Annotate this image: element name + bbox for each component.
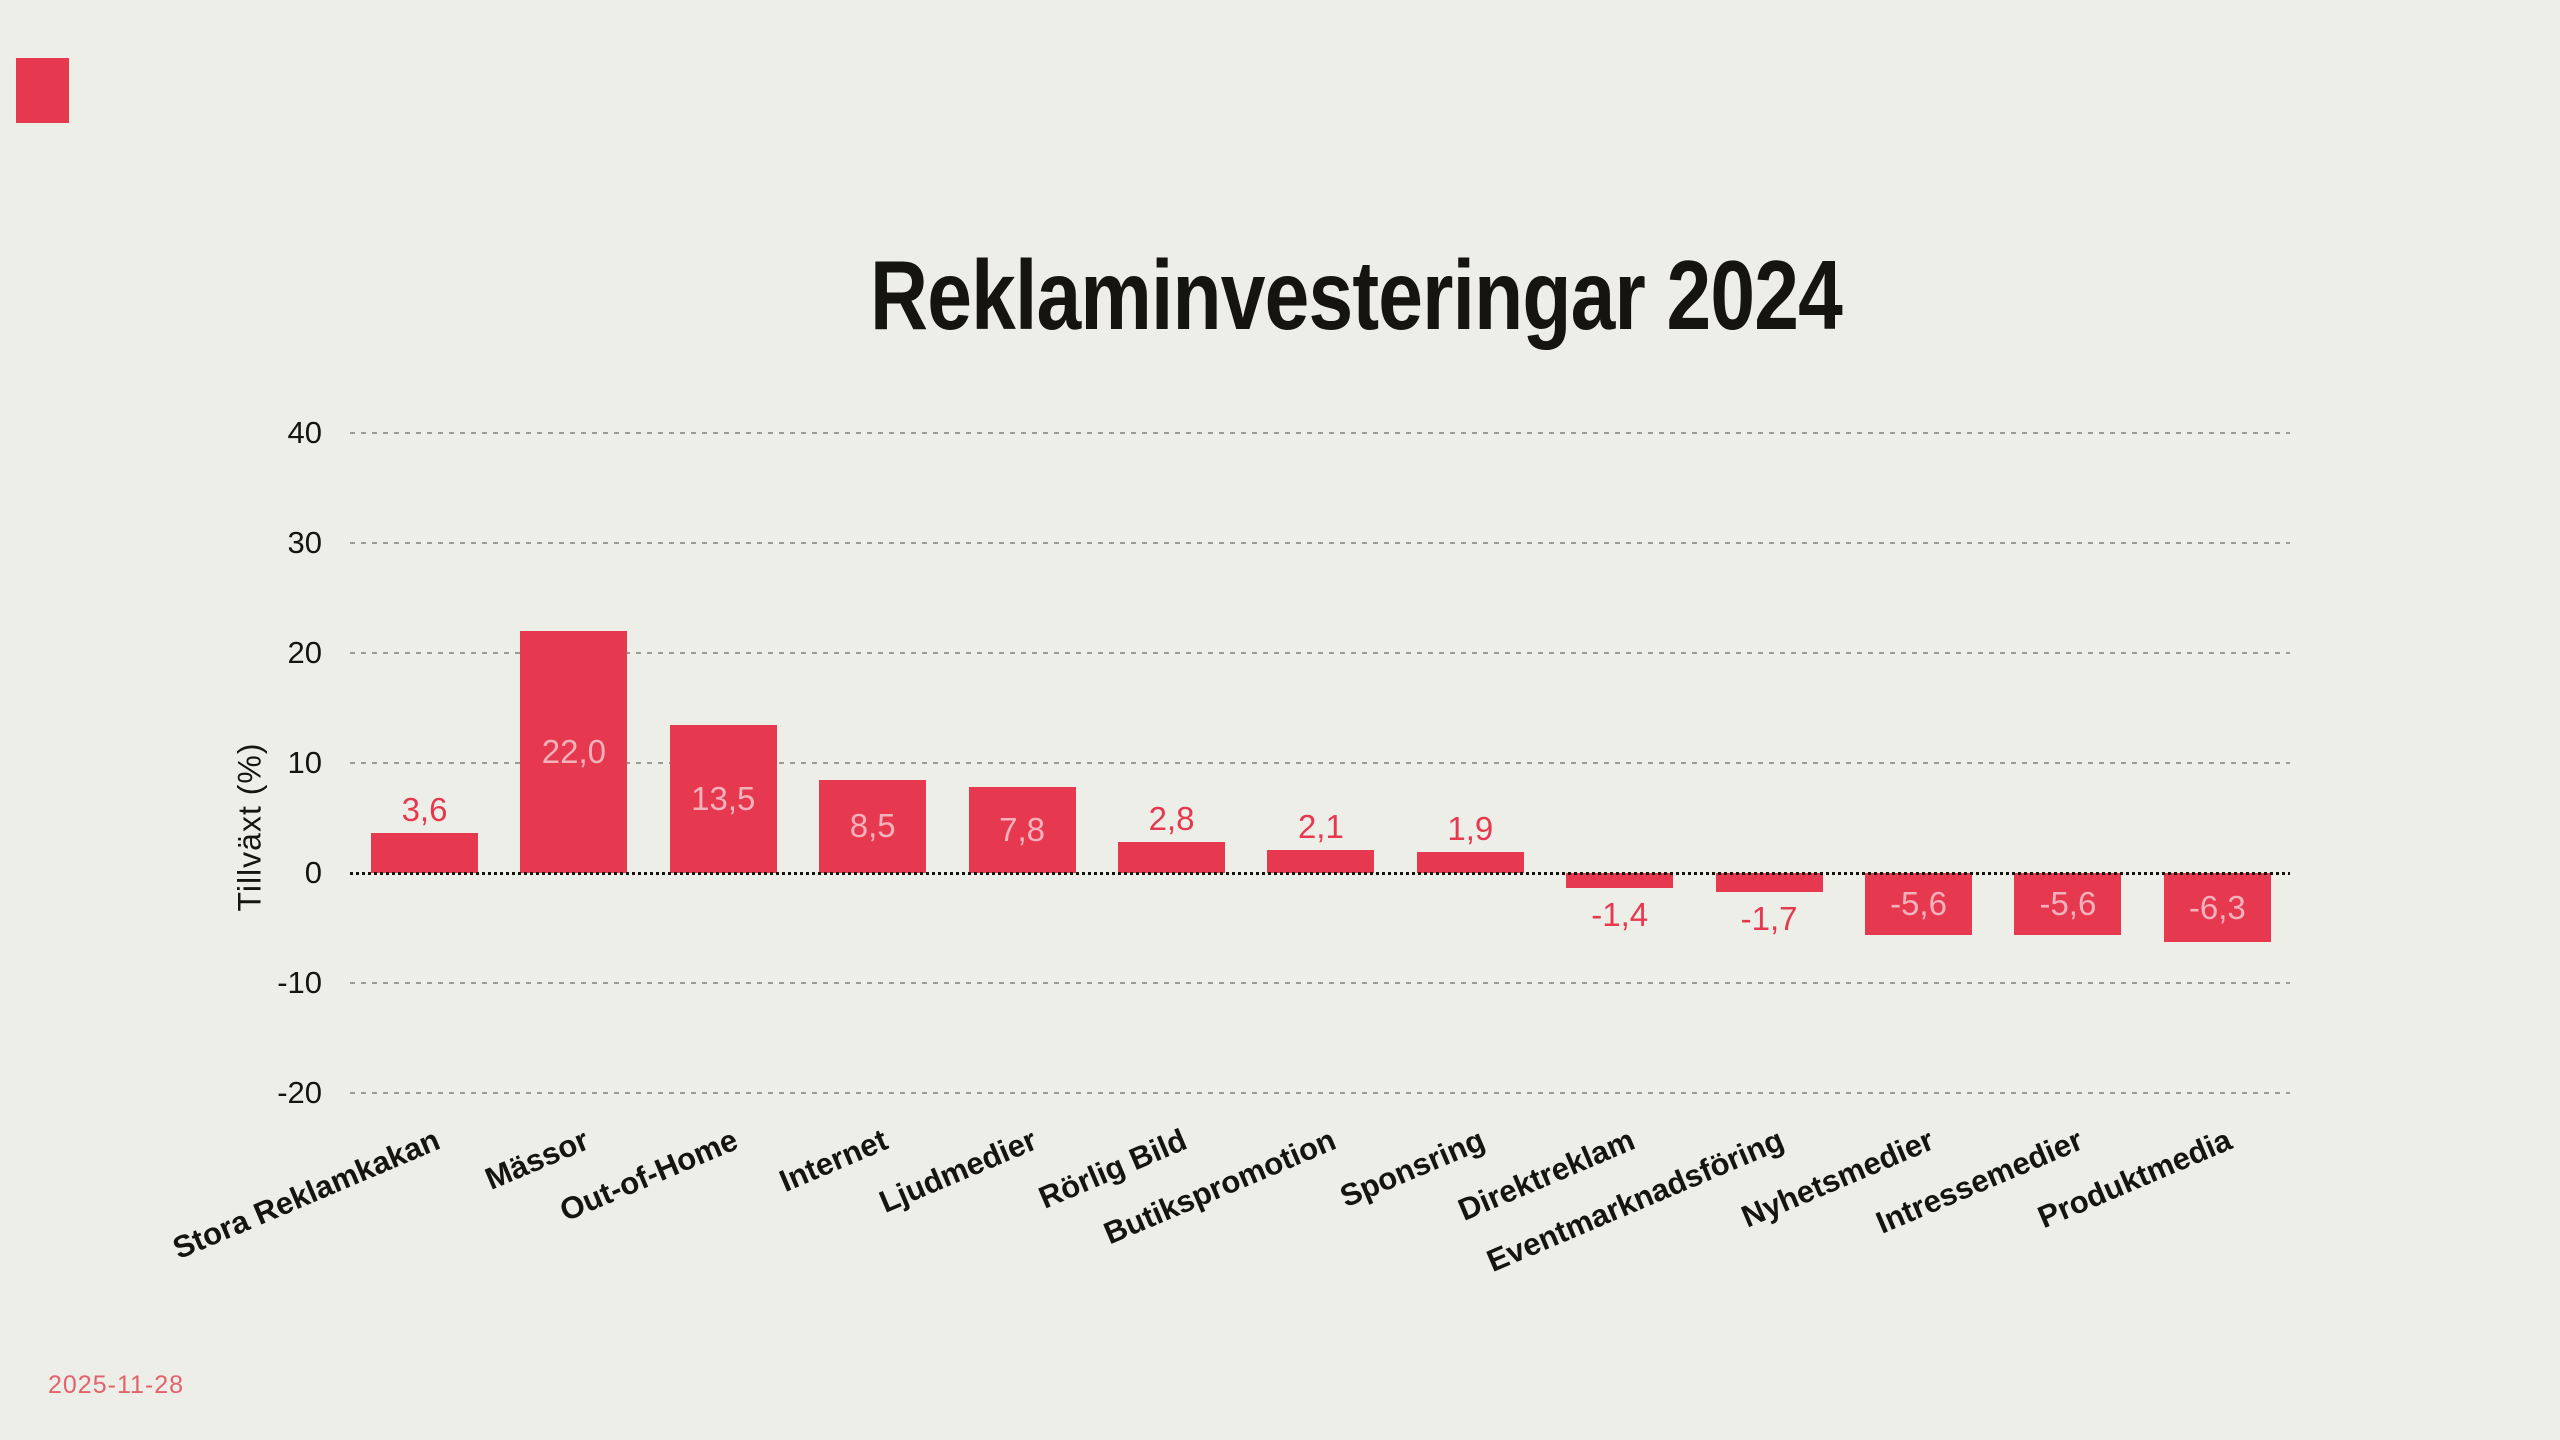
bar-value-label: 1,9 xyxy=(1447,810,1494,848)
bar-value-label: -5,6 xyxy=(1890,884,1947,922)
y-tick-label-20: 20 xyxy=(287,635,322,670)
bar-Produktmedia xyxy=(2163,873,2271,943)
bar-value-label: 13,5 xyxy=(691,779,756,817)
zero-baseline xyxy=(350,872,2290,875)
bar-value-label: -1,7 xyxy=(1740,899,1798,937)
brand-logo-square xyxy=(16,58,69,123)
bar-Internet xyxy=(819,779,927,873)
bar-Direktreklam xyxy=(1566,873,1674,889)
bar-Rörlig Bild xyxy=(1118,842,1225,873)
bar-Out-of-Home xyxy=(669,724,777,873)
bar-value-label: -6,3 xyxy=(2188,888,2246,926)
y-tick-label-10: 10 xyxy=(287,745,322,780)
y-tick-label-40: 40 xyxy=(287,415,322,450)
bar-Intressemedier xyxy=(2014,873,2122,935)
gridline--20 xyxy=(350,1092,2290,1094)
bar-value-label: 22,0 xyxy=(541,733,606,770)
bar-Nyhetsmedier xyxy=(1865,873,1972,935)
bar-Sponsring xyxy=(1416,852,1524,873)
y-tick-label--10: -10 xyxy=(277,965,322,1000)
y-tick-label--20: -20 xyxy=(277,1075,322,1110)
date-label: 2025-11-28 xyxy=(48,1371,185,1399)
gridline-20 xyxy=(350,652,2290,654)
bar-value-label: 2,1 xyxy=(1297,807,1344,845)
bar-value-label: -1,4 xyxy=(1591,896,1649,934)
gridline-30 xyxy=(350,542,2290,544)
bar-value-label: 3,6 xyxy=(401,791,448,829)
bar-Stora Reklamkakan xyxy=(371,833,478,873)
chart-title: Reklaminvesteringar 2024 xyxy=(870,240,1843,350)
gridline--10 xyxy=(350,982,2290,984)
gridline-10 xyxy=(350,762,2290,764)
bar-value-label: 7,8 xyxy=(999,811,1046,849)
bar-value-label: 8,5 xyxy=(849,807,896,845)
y-tick-label-30: 30 xyxy=(287,525,322,560)
bar-Butikspromotion xyxy=(1267,849,1375,873)
bar-Mässor xyxy=(520,631,628,873)
x-category-label: Ljudmedier xyxy=(874,1122,1042,1220)
gridline-40 xyxy=(350,432,2290,434)
bar-Eventmarknadsföring xyxy=(1715,873,1823,892)
y-tick-label-0: 0 xyxy=(304,855,322,890)
x-category-label: Stora Reklamkakan xyxy=(167,1122,445,1266)
bar-value-label: -5,6 xyxy=(2039,884,2097,922)
bar-value-label: 2,8 xyxy=(1148,800,1195,838)
bar-Ljudmedier xyxy=(968,787,1076,873)
